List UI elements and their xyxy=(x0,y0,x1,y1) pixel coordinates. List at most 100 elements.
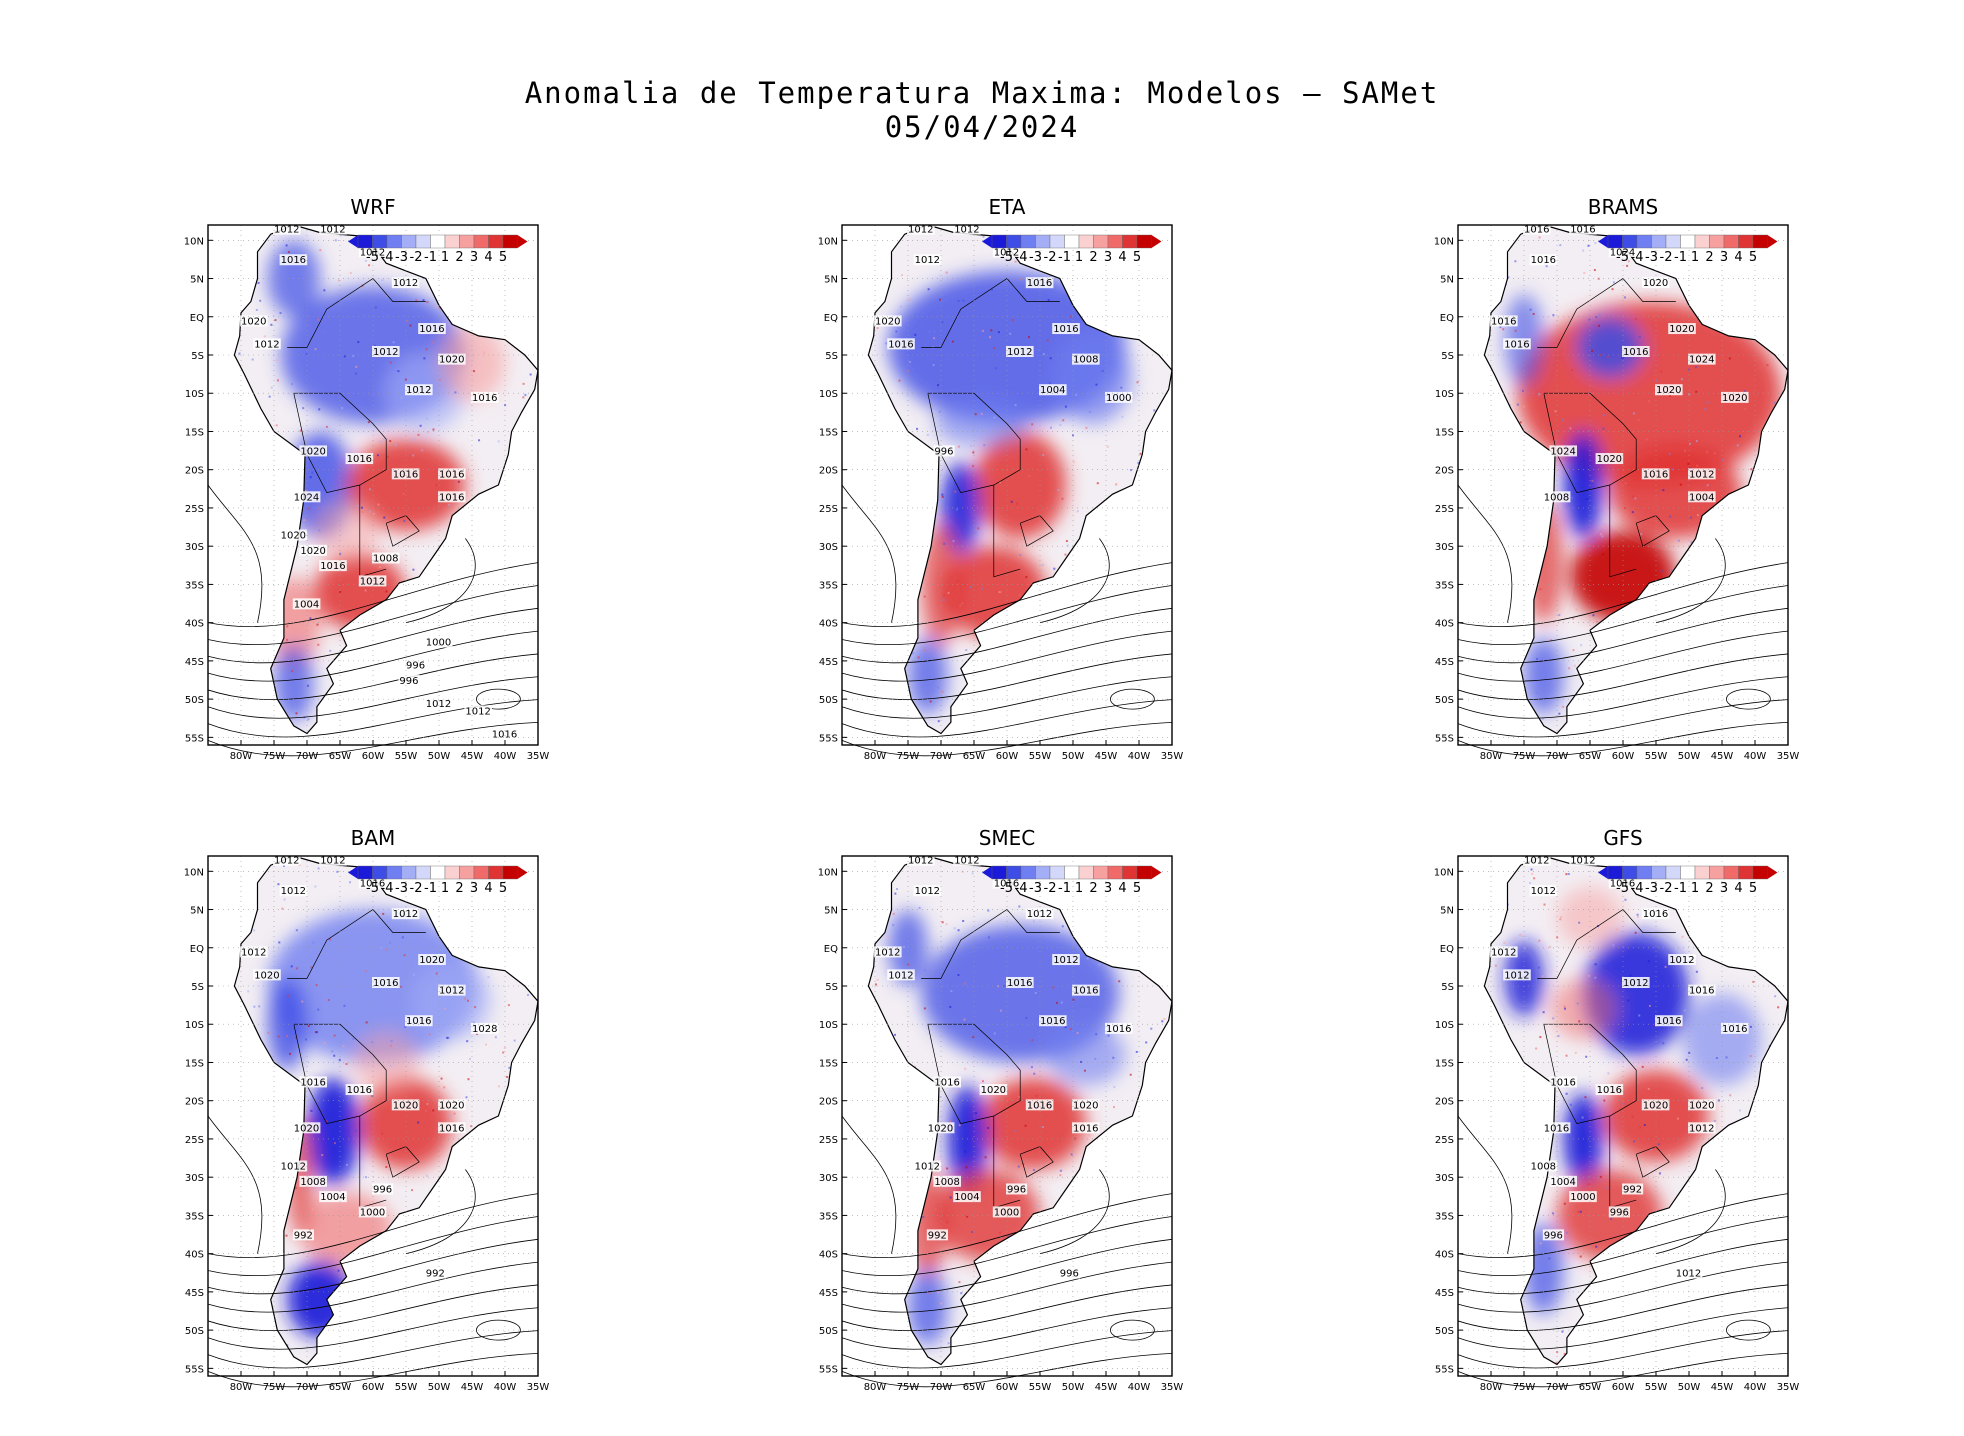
colorbar-label: 5 xyxy=(1749,881,1757,896)
lon-tick-label: 45W xyxy=(461,1382,484,1393)
isobar-label: 1016 xyxy=(888,339,913,350)
anomaly-speckle xyxy=(241,305,244,308)
isobar xyxy=(841,699,1173,738)
anomaly-speckle xyxy=(1722,458,1725,461)
anomaly-speckle xyxy=(1004,1361,1007,1364)
anomaly-speckle xyxy=(981,329,984,332)
anomaly-speckle xyxy=(942,598,945,601)
colorbar-arrow-left xyxy=(982,866,992,879)
anomaly-speckle xyxy=(916,427,919,430)
colorbar-swatch xyxy=(401,865,417,880)
anomaly-speckle xyxy=(1037,348,1040,351)
anomaly-speckle xyxy=(1573,664,1576,667)
isobar xyxy=(405,1169,476,1255)
anomaly-speckle xyxy=(1017,1165,1020,1168)
colorbar-label: -1 xyxy=(1058,881,1071,896)
anomaly-speckle xyxy=(869,1163,872,1166)
anomaly-speckle xyxy=(957,929,960,932)
isobar-label: 1016 xyxy=(1073,986,1098,997)
colorbar-arrow-left xyxy=(982,235,992,248)
anomaly-speckle xyxy=(445,1296,448,1299)
anomaly-speckle xyxy=(1517,1362,1520,1365)
anomaly-speckle xyxy=(1557,1034,1560,1037)
anomaly-speckle xyxy=(1537,1366,1539,1368)
anomaly-speckle xyxy=(1695,390,1698,393)
isobar-label: 1004 xyxy=(1040,385,1065,396)
anomaly-speckle xyxy=(1031,1039,1034,1042)
anomaly-speckle xyxy=(526,541,529,544)
anomaly-speckle xyxy=(1490,228,1493,231)
anomaly-speckle xyxy=(427,565,430,568)
anomaly-speckle xyxy=(302,407,305,410)
lon-tick-label: 60W xyxy=(996,1382,1019,1393)
lat-tick-label: EQ xyxy=(824,313,838,324)
graticule: 10N5NEQ5S10S15S20S25S30S35S40S45S50S55S8… xyxy=(184,856,549,1393)
anomaly-speckle xyxy=(1023,1315,1026,1318)
anomaly-speckle xyxy=(997,331,1000,334)
isobar-label-bg xyxy=(253,338,281,350)
anomaly-speckle xyxy=(529,886,532,889)
anomaly-speckle xyxy=(880,553,883,556)
colorbar-swatch xyxy=(1006,234,1022,249)
anomaly-speckle xyxy=(1113,523,1116,526)
anomaly-speckle xyxy=(478,439,481,442)
lat-tick-label: 10N xyxy=(1434,867,1454,878)
anomaly-speckle xyxy=(1605,649,1608,652)
isobar-label-bg xyxy=(1490,946,1518,958)
anomaly-speckle xyxy=(1695,440,1698,443)
anomaly-speckle xyxy=(1758,893,1761,896)
anomaly-speckle xyxy=(1665,544,1668,547)
isobar-lines xyxy=(207,1115,539,1388)
anomaly-speckle xyxy=(496,1233,499,1236)
anomaly-speckle xyxy=(1168,291,1171,294)
anomaly-speckle xyxy=(946,1167,949,1170)
anomaly-speckle xyxy=(1155,899,1158,902)
anomaly-speckle xyxy=(892,924,895,927)
colorbar-label: -2 xyxy=(410,250,423,265)
anomaly-speckle xyxy=(268,1157,271,1160)
anomaly-speckle xyxy=(527,640,530,643)
anomaly-speckle xyxy=(1606,355,1609,358)
colorbar-label: 3 xyxy=(1720,250,1728,265)
anomaly-speckle xyxy=(1602,526,1605,529)
lon-tick-label: 75W xyxy=(263,1382,286,1393)
anomaly-speckle xyxy=(1162,1255,1165,1258)
isobar-label-bg xyxy=(391,468,420,480)
anomaly-speckle xyxy=(869,562,872,565)
anomaly-speckle xyxy=(409,324,412,327)
anomaly-speckle xyxy=(286,1035,289,1038)
anomaly-speckle xyxy=(1502,509,1505,512)
anomaly-speckle xyxy=(456,480,459,483)
anomaly-speckle xyxy=(1494,1352,1497,1355)
anomaly-speckle xyxy=(1568,667,1571,670)
isobar-label: 1020 xyxy=(875,316,900,327)
anomaly-speckle xyxy=(373,707,376,710)
anomaly-speckle xyxy=(1088,1186,1091,1189)
anomaly-speckle xyxy=(446,1036,449,1039)
isobar-label-bg xyxy=(490,728,519,740)
colorbar-swatch xyxy=(1607,865,1623,880)
anomaly-speckle xyxy=(1145,1041,1148,1044)
anomaly-speckle xyxy=(1042,897,1045,900)
anomaly-speckle xyxy=(1738,1293,1741,1296)
anomaly-speckle xyxy=(1040,1321,1043,1324)
anomaly-speckle xyxy=(892,912,895,915)
anomaly-speckle xyxy=(513,1039,516,1042)
anomaly-speckle xyxy=(1107,1162,1110,1165)
anomaly-speckle xyxy=(1549,945,1552,948)
lat-tick-label: 15S xyxy=(1435,427,1454,438)
anomaly-speckle xyxy=(368,510,371,513)
lat-tick-label: 20S xyxy=(1435,1097,1454,1108)
anomaly-speckle xyxy=(886,1343,889,1346)
anomaly-speckle xyxy=(963,982,966,985)
anomaly-speckle xyxy=(1535,534,1538,537)
lon-tick-label: 55W xyxy=(1029,751,1052,762)
anomaly-speckle xyxy=(452,557,455,560)
anomaly-speckle xyxy=(1576,503,1579,506)
anomaly-speckle xyxy=(505,520,508,523)
isobar-label: 1012 xyxy=(1689,1123,1714,1134)
anomaly-speckle xyxy=(250,884,253,887)
isobar-label-bg xyxy=(1542,1229,1564,1241)
anomaly-speckle xyxy=(972,451,975,454)
isobar-label-bg xyxy=(438,353,466,365)
